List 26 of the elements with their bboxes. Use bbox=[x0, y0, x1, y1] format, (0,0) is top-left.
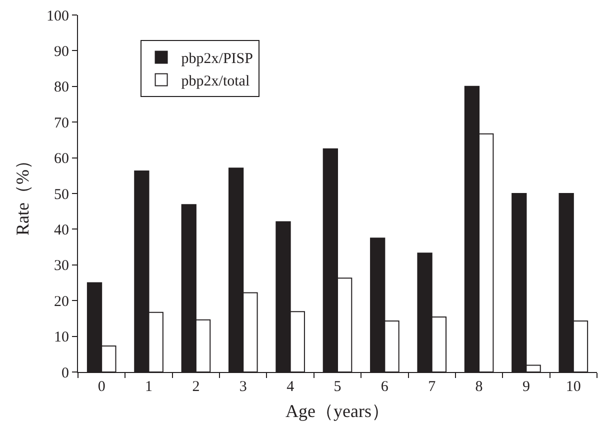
y-tick-label: 10 bbox=[54, 330, 69, 346]
legend-label: pbp2x/total bbox=[181, 74, 250, 90]
y-tick-label: 60 bbox=[54, 151, 69, 168]
y-tick-label: 100 bbox=[46, 8, 69, 24]
y-axis-title: Rate（%） bbox=[12, 152, 33, 236]
y-tick-label: 40 bbox=[54, 222, 69, 238]
y-tick-label: 70 bbox=[54, 115, 69, 132]
y-tick-label: 80 bbox=[54, 80, 69, 96]
x-tick-label: 0 bbox=[98, 379, 106, 395]
y-tick-label: 90 bbox=[54, 44, 69, 60]
x-tick-label: 6 bbox=[380, 379, 389, 395]
y-tick-label: 0 bbox=[62, 365, 69, 382]
y-tick-label: 50 bbox=[54, 186, 69, 203]
x-tick-label: 9 bbox=[522, 379, 530, 395]
x-axis-title: Age（years） bbox=[286, 401, 390, 422]
x-tick-label: 7 bbox=[428, 379, 436, 395]
x-tick-label: 5 bbox=[334, 379, 342, 395]
x-tick-label: 8 bbox=[475, 379, 483, 395]
legend-label: pbp2x/PISP bbox=[181, 51, 253, 68]
x-tick-label: 3 bbox=[239, 379, 247, 395]
x-tick-label: 2 bbox=[192, 379, 200, 395]
x-tick-label: 1 bbox=[145, 379, 153, 395]
y-tick-label: 30 bbox=[54, 258, 69, 274]
x-tick-label: 4 bbox=[286, 379, 295, 395]
x-tick-label: 10 bbox=[566, 379, 581, 395]
y-tick-label: 20 bbox=[54, 294, 69, 310]
